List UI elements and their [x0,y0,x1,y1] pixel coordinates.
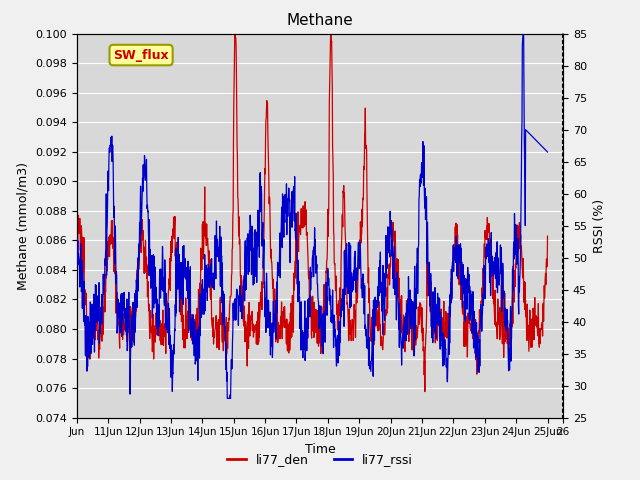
Y-axis label: RSSI (%): RSSI (%) [593,199,605,252]
Y-axis label: Methane (mmol/m3): Methane (mmol/m3) [17,162,29,289]
Legend: li77_den, li77_rssi: li77_den, li77_rssi [222,448,418,471]
X-axis label: Time: Time [305,443,335,456]
Title: Methane: Methane [287,13,353,28]
Text: SW_flux: SW_flux [113,48,169,61]
